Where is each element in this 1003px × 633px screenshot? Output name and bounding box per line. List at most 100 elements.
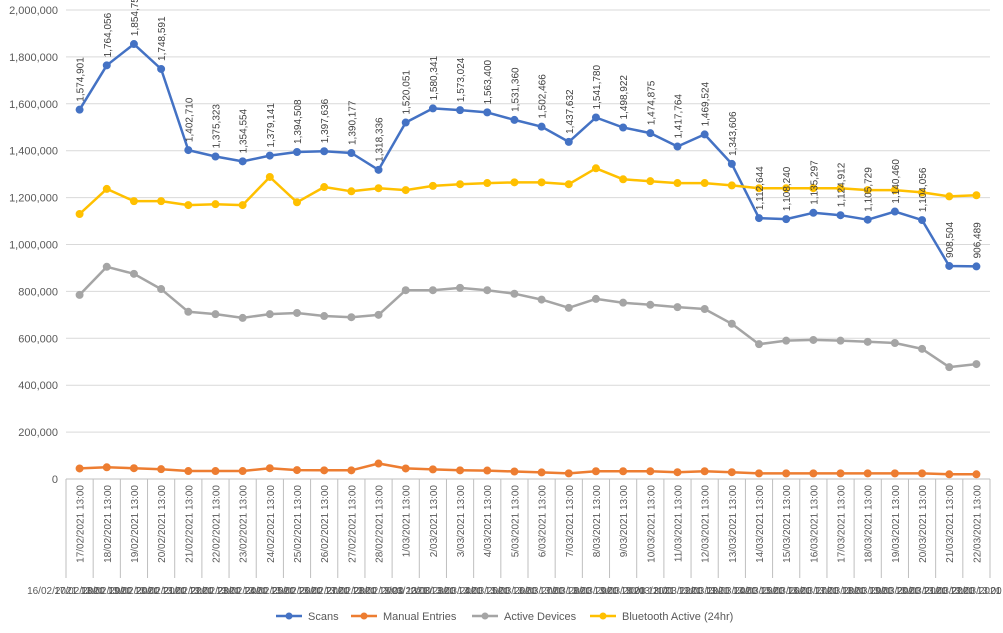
data-point [347, 313, 356, 322]
data-point [157, 465, 166, 474]
data-point [293, 466, 301, 475]
data-point [836, 336, 845, 345]
data-label: 1,417,764 [673, 94, 684, 139]
x-tick-label: 5/03/2021 13:00 [510, 485, 521, 558]
x-secondary-tick-label: 16/03/2021 13:00 [788, 586, 866, 597]
x-secondary-tick-label: 10/03/2021 13:00 [625, 586, 703, 597]
data-point [673, 303, 682, 312]
x-tick-label: 21/03/2021 13:00 [945, 485, 956, 563]
x-tick-label: 19/02/2021 13:00 [130, 485, 141, 563]
data-point [75, 290, 84, 299]
legend-swatch-marker [481, 612, 489, 620]
data-point [320, 147, 329, 156]
legend-item: Scans [276, 611, 339, 623]
data-point [428, 286, 437, 295]
data-label: 1,520,051 [402, 70, 413, 115]
y-tick-label: 200,000 [18, 427, 58, 439]
x-tick-label: 25/02/2021 13:00 [293, 485, 304, 563]
data-point [591, 113, 600, 122]
data-point [863, 215, 872, 224]
data-point [401, 186, 410, 195]
data-label: 1,354,554 [239, 108, 250, 153]
x-secondary-tick-label: 16/02/2021 13:00 [27, 586, 105, 597]
data-point [510, 178, 519, 187]
y-tick-label: 400,000 [18, 380, 58, 392]
data-point [129, 269, 138, 278]
data-label: 906,489 [972, 222, 983, 259]
data-point [646, 467, 655, 476]
x-secondary-tick-label: 5/03/2021 13:00 [492, 586, 565, 597]
data-point [755, 214, 763, 223]
data-point [102, 463, 111, 472]
x-tick-label: 8/03/2021 13:00 [592, 485, 603, 558]
data-label: 1,108,240 [782, 166, 793, 211]
y-tick-label: 2,000,000 [9, 5, 58, 17]
data-label: 1,469,524 [701, 81, 712, 126]
data-point [945, 261, 954, 270]
data-point [293, 308, 301, 317]
data-point [483, 466, 492, 475]
data-point [401, 118, 410, 127]
data-point [157, 285, 166, 294]
data-point [863, 469, 872, 478]
y-tick-label: 1,400,000 [9, 146, 58, 158]
data-point [619, 175, 628, 184]
data-label: 1,580,341 [429, 55, 440, 100]
data-label: 1,563,400 [483, 59, 494, 104]
data-point [972, 191, 981, 200]
data-point [809, 335, 818, 344]
x-tick-label: 28/02/2021 13:00 [375, 485, 386, 563]
data-point [918, 344, 927, 353]
series-line-active-devices [78, 265, 977, 369]
data-point [510, 289, 519, 298]
data-point [428, 181, 437, 190]
x-secondary-tick-label: 25/02/2021 13:00 [272, 586, 350, 597]
data-point [374, 459, 383, 468]
x-tick-label: 24/02/2021 13:00 [266, 485, 277, 563]
legend-label: Manual Entries [383, 611, 457, 623]
x-secondary-tick-label: 28/02/2021 13:00 [353, 586, 431, 597]
y-tick-label: 600,000 [18, 333, 58, 345]
data-point [836, 211, 845, 220]
data-point [456, 180, 465, 189]
x-secondary-tick-label: 22/02/2021 13:00 [190, 586, 268, 597]
data-label: 1,379,141 [266, 103, 277, 148]
data-label: 1,112,644 [755, 166, 766, 210]
data-point [374, 184, 383, 193]
x-secondary-tick-label: 19/02/2021 13:00 [109, 586, 187, 597]
data-point [238, 201, 247, 210]
x-tick-label: 17/03/2021 13:00 [837, 485, 848, 563]
data-label: 1,748,591 [157, 16, 168, 61]
y-tick-label: 1,000,000 [9, 240, 58, 252]
data-point [918, 216, 927, 225]
data-label: 1,541,780 [592, 65, 603, 110]
data-point [564, 137, 573, 146]
data-point [510, 467, 519, 476]
x-tick-label: 3/03/2021 13:00 [456, 485, 467, 558]
y-tick-label: 1,200,000 [9, 193, 58, 205]
data-point [945, 192, 954, 201]
data-label: 1,397,636 [320, 98, 331, 143]
y-axis-ticks: 0 200,000 400,000 600,000 800,000 1,000,000 1,… [9, 5, 58, 486]
data-point [265, 310, 274, 319]
series-line-manual-entries [79, 462, 977, 476]
data-point [700, 467, 709, 476]
data-point [265, 172, 274, 181]
data-point [673, 468, 682, 477]
data-point [211, 310, 220, 319]
legend-label: Scans [308, 611, 339, 623]
data-point [564, 180, 573, 189]
x-secondary-tick-label: 24/02/2021 13:00 [244, 586, 322, 597]
data-point [102, 262, 111, 271]
data-point [727, 181, 736, 190]
x-secondary-tick-label: 20/03/2021 13:00 [897, 586, 975, 597]
data-point [265, 151, 274, 160]
data-point [619, 298, 628, 307]
data-point [157, 197, 166, 206]
data-point [700, 304, 709, 313]
x-tick-label: 16/03/2021 13:00 [809, 485, 820, 563]
data-point [673, 142, 682, 151]
x-tick-label: 11/03/2021 13:00 [673, 485, 684, 563]
x-secondary-tick-label: 22/03/2021 13:00 [951, 586, 1003, 597]
data-point [401, 286, 410, 295]
